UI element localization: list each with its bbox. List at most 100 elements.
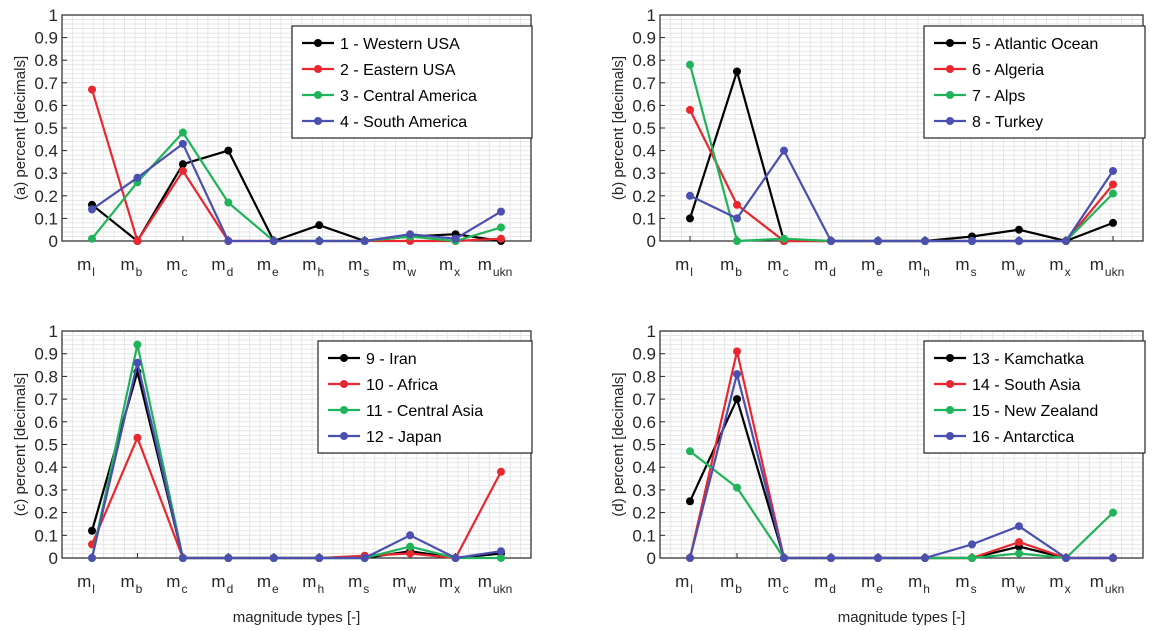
data-point [406,531,415,540]
data-point [968,540,976,549]
legend-swatch-marker [946,91,954,99]
legend-label: 8 - Turkey [972,114,1043,131]
data-point [1109,189,1117,198]
x-tick-label: mukn [1090,572,1125,596]
x-tick-label: mw [1001,255,1025,279]
data-point [178,128,187,137]
legend-swatch-marker [340,354,348,362]
y-axis-title: (d) percent [decimals] [610,372,627,516]
series-line [90,361,502,560]
x-tick-label: ms [348,572,369,596]
data-point [1015,549,1023,558]
x-tick-label: mb [720,572,742,596]
x-tick-label: mb [720,255,742,279]
data-point [733,67,741,76]
x-axis-title: magnitude types [-] [838,609,966,626]
legend: 9 - Iran 10 - Africa 11 - Central Asia 12 -… [317,340,533,454]
data-point [224,237,233,245]
x-tick-label: md [211,255,233,279]
data-point [1015,538,1023,547]
series-4 [686,370,1117,562]
data-point [497,223,505,232]
y-tick-label: 0.1 [632,209,656,228]
data-point [497,207,505,216]
data-point [497,467,505,476]
legend-frame [317,340,533,454]
x-tick-label: mw [1001,572,1025,596]
legend-frame [923,340,1146,454]
data-point [733,237,741,245]
legend-label: 1 - Western USA [340,36,460,53]
legend-label: 16 - Antarctica [972,429,1074,446]
data-point [686,191,694,200]
chart-panel-d: 0 0.1 0.2 0.3 0.4 0.5 0.6 0.7 0.8 0.9 1 ml mb mc md me m… [610,322,1146,626]
data-point [497,554,505,562]
y-tick-label: 0.1 [34,209,58,228]
data-point [497,547,505,556]
y-tick-label: 0.4 [34,458,58,477]
x-tick-label: me [257,572,279,596]
y-tick-label: 0.2 [34,187,58,206]
data-point [827,554,835,562]
data-point [1062,237,1070,245]
legend: 5 - Atlantic Ocean 6 - Algeria 7 - Alps 8 -… [923,25,1146,139]
y-tick-label: 0.3 [34,481,58,500]
data-point [315,221,324,230]
data-point [360,554,369,562]
x-tick-label: mc [166,572,187,596]
data-point [968,554,976,562]
legend-label: 3 - Central America [340,88,477,105]
x-tick-label: mb [121,255,143,279]
y-tick-label: 0.9 [34,345,58,364]
y-tick-label: 0.2 [632,187,656,206]
data-point [178,139,187,148]
y-tick-label: 0.1 [632,526,656,545]
x-tick-label: mc [767,255,788,279]
y-tick-label: 0.3 [34,164,58,183]
x-tick-label: mh [302,255,324,279]
x-tick-label: ms [955,255,976,279]
data-point [686,60,694,69]
y-tick-label: 0.3 [632,481,656,500]
y-tick-label: 0.1 [34,526,58,545]
data-point [88,85,96,94]
legend-label: 6 - Algeria [972,62,1044,79]
data-point [874,554,882,562]
y-tick-label: 0.4 [632,142,656,161]
y-tick-label: 0.8 [632,367,656,386]
y-tick-label: 0 [49,232,58,251]
data-point [780,146,788,155]
data-point [733,395,741,404]
data-point [968,237,976,245]
x-tick-label: md [211,572,233,596]
data-point [269,554,278,562]
y-tick-label: 0.9 [34,29,58,48]
y-tick-label: 0.2 [34,504,58,523]
y-tick-label: 0.7 [34,390,58,409]
x-tick-label: md [814,572,836,596]
data-point [1015,237,1023,245]
data-point [451,554,460,562]
x-tick-label: mw [392,255,416,279]
data-point [88,234,96,243]
data-point [733,200,741,209]
data-point [269,237,278,245]
x-tick-label: mh [908,255,930,279]
legend-label: 11 - Central Asia [366,403,483,420]
legend-swatch-marker [314,65,322,73]
y-tick-label: 1 [49,6,58,25]
data-point [733,214,741,223]
data-point [224,146,233,155]
legend-label: 5 - Atlantic Ocean [972,36,1098,53]
data-point [686,497,694,506]
x-tick-label: me [861,572,883,596]
x-axis-title: magnitude types [-] [233,609,361,626]
legend-label: 10 - Africa [366,377,438,394]
data-point [133,173,142,182]
y-tick-label: 0.5 [34,119,58,138]
legend-swatch-marker [946,117,954,125]
x-tick-label: ml [77,572,95,596]
data-point [224,198,233,207]
y-tick-label: 0.6 [632,413,656,432]
y-tick-label: 0.6 [34,96,58,115]
